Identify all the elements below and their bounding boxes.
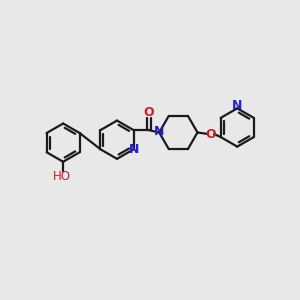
Text: O: O xyxy=(144,106,154,119)
Text: N: N xyxy=(153,125,164,138)
Text: HO: HO xyxy=(53,170,71,183)
Text: N: N xyxy=(129,143,140,156)
Text: O: O xyxy=(206,128,216,141)
Text: N: N xyxy=(232,100,242,112)
